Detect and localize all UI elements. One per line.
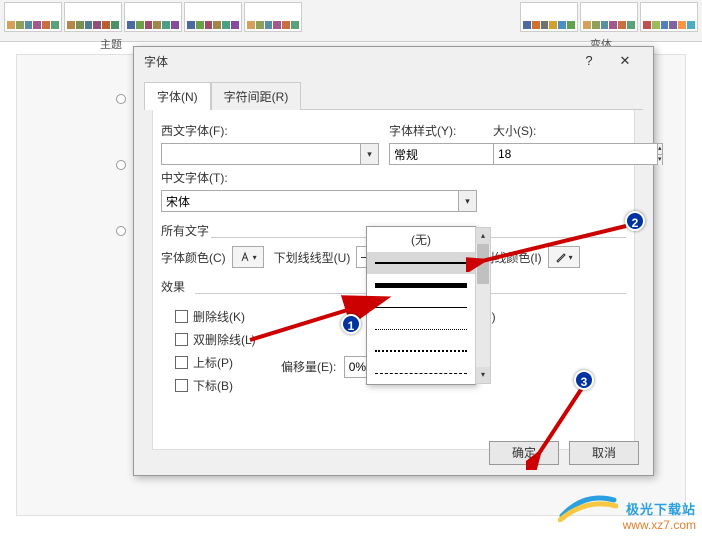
- font-color-button[interactable]: ▾: [232, 246, 264, 268]
- tabs: 字体(N) 字符间距(R): [144, 81, 643, 110]
- tab-spacing[interactable]: 字符间距(R): [211, 82, 302, 110]
- size-input[interactable]: [493, 143, 658, 165]
- watermark: 极光下载站 www.xz7.com: [623, 499, 696, 532]
- strikethrough-checkbox[interactable]: [175, 310, 188, 323]
- western-font-dropdown[interactable]: ▾: [361, 143, 379, 165]
- close-button[interactable]: ✕: [607, 49, 643, 73]
- font-color-label: 字体颜色(C): [161, 249, 226, 266]
- underline-option-none[interactable]: (无): [367, 227, 475, 252]
- pen-icon: [555, 251, 567, 263]
- theme-thumb[interactable]: [64, 2, 122, 32]
- superscript-label: 上标(P): [193, 354, 233, 371]
- underline-type-label: 下划线线型(U): [274, 249, 351, 266]
- underline-option[interactable]: [367, 340, 475, 362]
- theme-thumb[interactable]: [184, 2, 242, 32]
- theme-thumb[interactable]: [520, 2, 578, 32]
- help-button[interactable]: ?: [571, 49, 607, 73]
- chinese-font-label: 中文字体(T):: [161, 169, 228, 186]
- underline-option[interactable]: [367, 296, 475, 318]
- badge-3: 3: [574, 370, 594, 390]
- superscript-checkbox[interactable]: [175, 356, 188, 369]
- size-spinner[interactable]: ▴▾: [658, 143, 663, 165]
- font-dialog: 字体 ? ✕ 字体(N) 字符间距(R) 西文字体(F): 字体样式(Y): 大…: [133, 46, 654, 476]
- theme-thumb[interactable]: [640, 2, 698, 32]
- underline-scrollbar[interactable]: ▴ ▾: [475, 227, 491, 384]
- watermark-line1: 极光下载站: [623, 499, 696, 518]
- outline-bullets: [116, 94, 126, 292]
- double-strike-label: 双删除线(L): [193, 331, 256, 348]
- subscript-label: 下标(B): [193, 377, 233, 394]
- underline-option[interactable]: [367, 362, 475, 384]
- underline-option[interactable]: [367, 274, 475, 296]
- theme-thumb[interactable]: [4, 2, 62, 32]
- chinese-font-dropdown[interactable]: ▾: [459, 190, 477, 212]
- size-label: 大小(S):: [493, 122, 536, 139]
- underline-color-button[interactable]: ▾: [548, 246, 580, 268]
- western-font-label: 西文字体(F):: [161, 122, 389, 139]
- watermark-swoosh: [558, 486, 618, 522]
- strikethrough-label: 删除线(K): [193, 308, 245, 325]
- ok-button[interactable]: 确定: [489, 441, 559, 465]
- font-panel: 西文字体(F): 字体样式(Y): 大小(S): ▾ ▾ ▴▾ 中文字体(T):: [152, 110, 635, 450]
- cancel-button[interactable]: 取消: [569, 441, 639, 465]
- font-color-icon: [239, 251, 251, 263]
- theme-thumbs-left: [0, 0, 306, 41]
- dialog-title: 字体: [144, 53, 571, 70]
- badge-1: 1: [341, 314, 361, 334]
- underline-option[interactable]: [367, 318, 475, 340]
- theme-label: 主题: [100, 36, 122, 52]
- titlebar: 字体 ? ✕: [134, 47, 653, 75]
- theme-thumb[interactable]: [124, 2, 182, 32]
- double-strike-checkbox[interactable]: [175, 333, 188, 346]
- watermark-line2: www.xz7.com: [623, 518, 696, 532]
- underline-option[interactable]: [367, 252, 475, 274]
- offset-label: 偏移量(E):: [281, 360, 336, 374]
- badge-2: 2: [625, 211, 645, 231]
- style-label: 字体样式(Y):: [389, 122, 493, 139]
- theme-thumb[interactable]: [244, 2, 302, 32]
- chinese-font-input[interactable]: [161, 190, 459, 212]
- subscript-checkbox[interactable]: [175, 379, 188, 392]
- theme-thumbs-right: [516, 0, 702, 41]
- theme-thumb[interactable]: [580, 2, 638, 32]
- western-font-input[interactable]: [161, 143, 361, 165]
- tab-font[interactable]: 字体(N): [144, 82, 211, 110]
- underline-style-list: (无) ▴ ▾: [366, 226, 476, 385]
